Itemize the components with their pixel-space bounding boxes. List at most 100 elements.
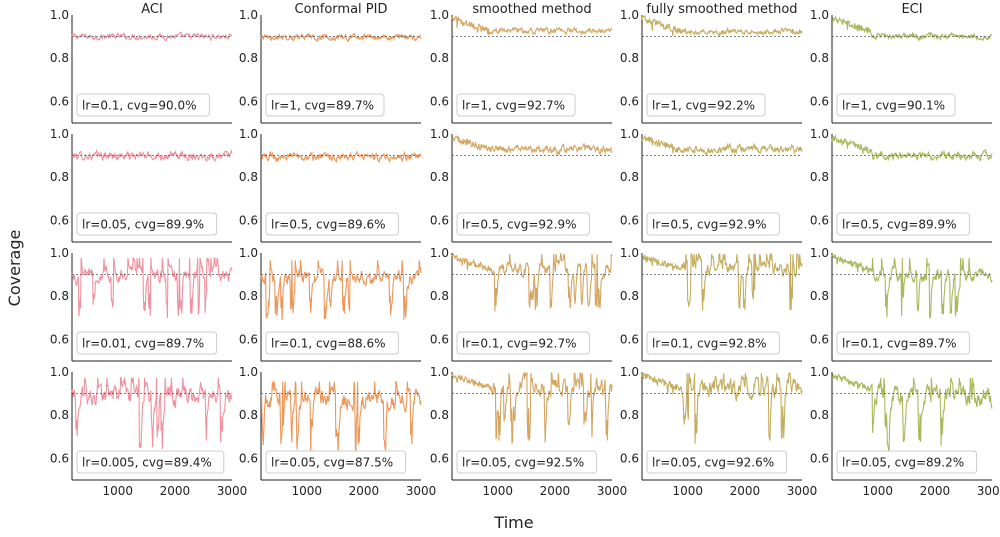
label-box [76,331,218,355]
panel-label: lr=1, cvg=90.1% [842,99,945,113]
y-tick-label: 0.8 [810,170,829,184]
y-tick-label: 1.0 [810,365,829,379]
panel-label: lr=0.1, cvg=92.7% [462,337,577,351]
coverage-series-line [451,252,613,312]
panel-label: lr=1, cvg=89.7% [271,99,374,113]
coverage-series-line [260,150,422,164]
panel-label: lr=0.05, cvg=89.2% [842,456,964,470]
coverage-series-line [260,381,422,455]
y-tick-label: 0.6 [430,451,449,465]
panel-r2-c2: 0.6 0.8 1.0 lr=0.1, cvg=92.7% [430,246,613,362]
column-title: Conformal PID [295,2,388,17]
coverage-series-line [451,371,613,444]
x-tick-label: 1000 [482,484,513,498]
y-tick-label: 0.8 [620,51,639,65]
x-tick-label: 1000 [102,484,133,498]
label-box [646,331,780,355]
panel-r2-c0: 0.6 0.8 1.0 lr=0.01, cvg=89.7% [50,246,233,362]
coverage-series-line [71,376,233,450]
panel-r1-c1: 0.6 0.8 1.0 lr=0.5, cvg=89.6% [239,127,422,243]
label-box [646,450,788,474]
panel-label: lr=0.5, cvg=89.6% [271,218,386,232]
panel-label: lr=0.05, cvg=89.9% [82,218,204,232]
panel-r0-c3: 0.6 0.8 1.0 lr=1, cvg=92.2% fully smoothed m… [620,2,803,124]
panel-r3-c3: 0.6 0.8 1.0 1000 2000 3000 lr=0.05, cvg=92.6% [620,365,817,498]
y-tick-label: 0.8 [430,289,449,303]
panel-label: lr=1, cvg=92.2% [652,99,755,113]
label-box [836,450,978,474]
x-tick-label: 1000 [291,484,322,498]
y-tick-label: 1.0 [430,127,449,141]
x-tick-label: 2000 [730,484,761,498]
coverage-series-line [641,252,803,311]
y-tick-label: 0.6 [620,332,639,346]
label-box [456,331,590,355]
panel-r3-c1: 0.6 0.8 1.0 1000 2000 3000 lr=0.05, cvg=87.5% [239,365,436,498]
coverage-series-line [641,135,803,156]
x-tick-label: 1000 [672,484,703,498]
panel-label: lr=1, cvg=92.7% [462,99,565,113]
y-tick-label: 1.0 [810,246,829,260]
panels-layer: 0.6 0.8 1.0 lr=0.1, cvg=90.0% ACI 0.6 0.8 1.0 lr… [50,2,1000,498]
y-tick-label: 0.6 [430,94,449,108]
panel-label: lr=0.05, cvg=92.5% [462,456,584,470]
coverage-series-line [260,32,422,43]
x-tick-label: 2000 [160,484,191,498]
label-box [265,331,399,355]
y-tick-label: 0.6 [239,94,258,108]
y-tick-label: 0.6 [810,451,829,465]
y-tick-label: 0.6 [50,213,69,227]
y-tick-label: 1.0 [239,365,258,379]
panel-label: lr=0.1, cvg=92.8% [652,337,767,351]
panel-label: lr=0.005, cvg=89.4% [82,456,212,470]
y-tick-label: 0.8 [620,289,639,303]
column-title: ACI [141,2,163,17]
y-tick-label: 0.6 [239,332,258,346]
y-tick-label: 0.6 [430,213,449,227]
coverage-series-line [451,15,613,36]
label-box [76,212,218,236]
label-box [456,212,590,236]
coverage-series-line [71,257,233,319]
y-tick-label: 0.8 [810,289,829,303]
y-tick-label: 1.0 [620,365,639,379]
y-tick-label: 1.0 [50,127,69,141]
y-tick-label: 0.8 [50,289,69,303]
x-tick-label: 3000 [406,484,437,498]
panel-label: lr=0.5, cvg=89.9% [842,218,957,232]
label-box [76,450,225,474]
column-title: ECI [901,2,922,17]
coverage-series-line [71,31,233,42]
y-tick-label: 1.0 [50,365,69,379]
y-tick-label: 0.8 [50,408,69,422]
y-tick-label: 1.0 [620,8,639,22]
label-box [265,212,399,236]
panel-r0-c0: 0.6 0.8 1.0 lr=0.1, cvg=90.0% ACI [50,2,233,124]
y-tick-label: 1.0 [620,127,639,141]
y-tick-label: 1.0 [239,246,258,260]
y-tick-label: 1.0 [430,246,449,260]
x-tick-label: 1000 [862,484,893,498]
y-tick-label: 1.0 [430,8,449,22]
y-tick-label: 0.6 [620,213,639,227]
label-box [836,331,970,355]
x-tick-label: 2000 [540,484,571,498]
y-tick-label: 0.6 [239,213,258,227]
label-box [646,212,780,236]
y-tick-label: 0.8 [620,408,639,422]
panel-r2-c3: 0.6 0.8 1.0 lr=0.1, cvg=92.8% [620,246,803,362]
y-tick-label: 0.6 [430,332,449,346]
panel-r3-c4: 0.6 0.8 1.0 1000 2000 3000 lr=0.05, cvg=89.2% [810,365,1000,498]
coverage-series-line [641,372,803,444]
panel-r2-c1: 0.6 0.8 1.0 lr=0.1, cvg=88.6% [239,246,422,362]
y-tick-label: 0.8 [810,51,829,65]
y-tick-label: 0.8 [239,51,258,65]
coverage-series-line [451,134,613,157]
panel-r0-c1: 0.6 0.8 1.0 lr=1, cvg=89.7% Conformal PID [239,2,422,124]
label-box [265,450,407,474]
label-box [456,93,576,117]
y-tick-label: 0.6 [620,94,639,108]
y-tick-label: 0.6 [239,451,258,465]
y-tick-label: 0.8 [430,408,449,422]
